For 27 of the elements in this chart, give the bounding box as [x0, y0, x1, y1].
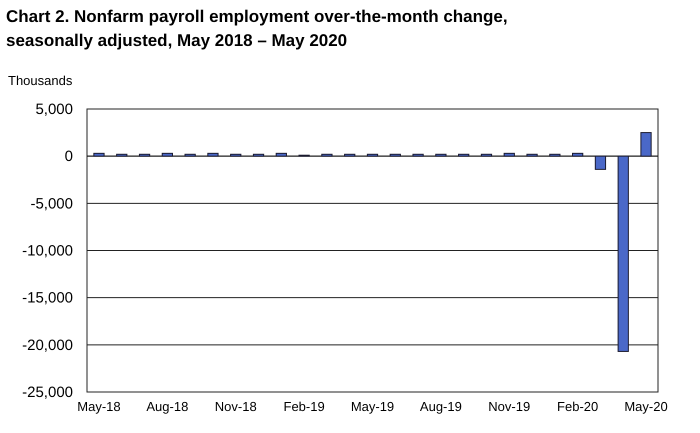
x-tick-label: Nov-18	[214, 399, 257, 414]
x-tick-label: Feb-19	[284, 399, 325, 414]
bar	[207, 152, 219, 157]
x-tick-label: May-18	[77, 399, 121, 414]
x-tick-label: Aug-19	[420, 399, 462, 414]
bar	[504, 152, 515, 157]
y-tick-label: -20,000	[22, 336, 73, 354]
x-tick-label: May-20	[624, 399, 668, 414]
y-tick-label: -15,000	[22, 290, 73, 307]
y-axis-title: Thousands	[8, 73, 73, 88]
y-tick-label: -25,000	[22, 384, 73, 401]
bar	[572, 152, 584, 157]
x-tick-label: May-19	[350, 399, 394, 414]
y-tick-label: -5,000	[30, 195, 73, 212]
y-tick-label: -10,000	[22, 242, 73, 260]
bar	[594, 156, 606, 170]
bar	[640, 132, 652, 157]
chart-subtitle: seasonally adjusted, May 2018 – May 2020	[6, 31, 348, 50]
y-tick-label: 5,000	[35, 101, 73, 118]
y-tick-label: 0	[64, 148, 73, 166]
bar	[276, 152, 287, 157]
x-tick-label: Nov-19	[488, 399, 530, 414]
chart-title: Chart 2. Nonfarm payroll employment over-the-month change,	[6, 7, 508, 26]
bar	[93, 152, 105, 157]
x-tick-label: Feb-20	[557, 399, 598, 414]
x-tick-label: Aug-18	[146, 399, 188, 414]
bar	[162, 152, 173, 157]
